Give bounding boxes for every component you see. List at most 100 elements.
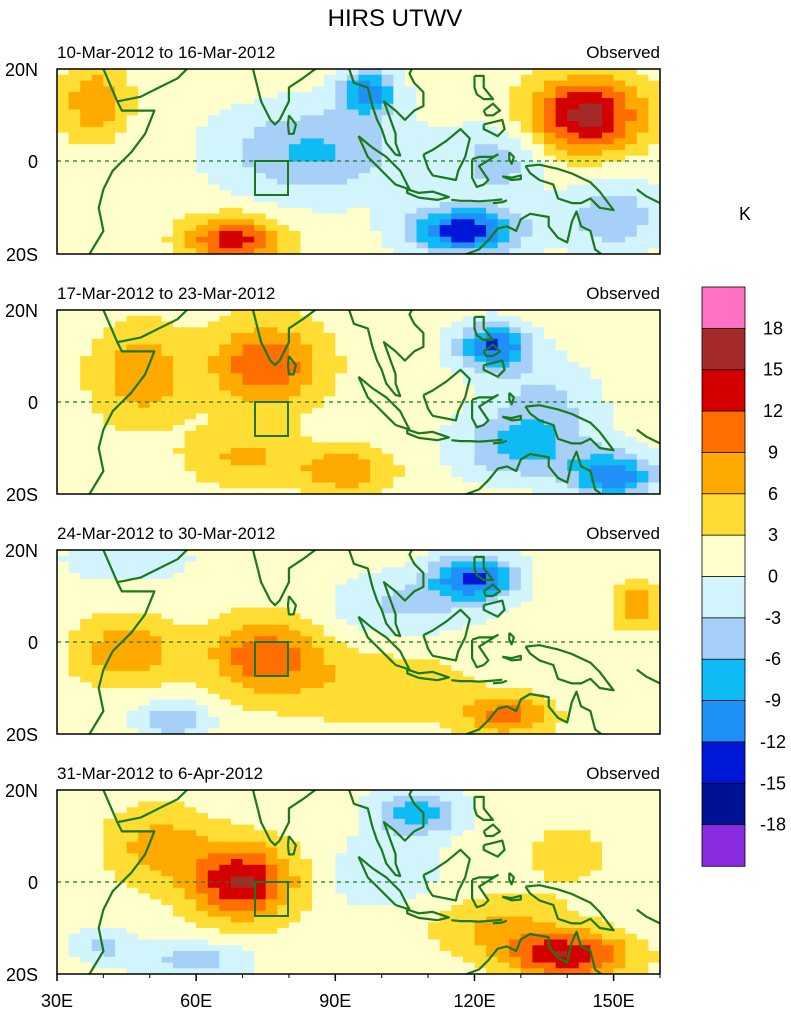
field-cell (196, 184, 209, 191)
field-cell (486, 132, 499, 139)
field-cell (613, 442, 626, 449)
field-cell (242, 103, 255, 111)
field-cell (300, 448, 313, 455)
field-cell (660, 665, 672, 671)
field-cell (68, 155, 81, 163)
field-cell (567, 126, 580, 134)
field-cell (335, 590, 348, 597)
field-cell (474, 86, 487, 93)
field-cell (149, 213, 162, 220)
field-cell (462, 155, 476, 163)
field-cell (509, 590, 522, 597)
field-cell (265, 138, 278, 145)
field-cell (149, 636, 162, 643)
field-cell (242, 230, 255, 238)
field-cell (196, 459, 209, 466)
field-cell (335, 202, 348, 209)
field-cell (149, 74, 162, 82)
field-cell (358, 607, 371, 614)
field-cell (625, 333, 638, 340)
field-cell (451, 578, 464, 586)
field-cell (161, 207, 174, 215)
field-cell (91, 132, 104, 139)
field-cell (474, 699, 487, 706)
field-cell (578, 601, 591, 609)
field-cell (242, 567, 255, 574)
field-cell (567, 248, 580, 254)
field-cell (300, 384, 313, 392)
field-cell (497, 419, 510, 426)
field-cell (335, 688, 348, 695)
field-cell (254, 167, 267, 174)
field-cell (91, 670, 104, 678)
field-cell (126, 379, 139, 386)
field-cell (474, 448, 487, 455)
field-cell (277, 653, 290, 660)
field-cell (300, 315, 313, 323)
field-cell (91, 109, 104, 116)
field-cell (265, 144, 278, 151)
field-cell (660, 659, 672, 665)
field-cell (138, 448, 151, 455)
field-cell (404, 465, 418, 472)
field-cell (80, 202, 93, 209)
field-cell (80, 476, 93, 484)
field-cell (161, 619, 174, 626)
field-cell (416, 161, 429, 168)
field-cell (219, 430, 232, 438)
field-cell (242, 80, 255, 87)
field-cell (312, 373, 325, 380)
field-cell (578, 630, 591, 637)
field-cell (254, 248, 267, 254)
field-cell (323, 665, 336, 672)
field-cell (300, 578, 313, 586)
field-cell (219, 167, 232, 174)
field-cell (68, 459, 81, 466)
field-cell (428, 315, 441, 323)
field-cell (532, 471, 545, 478)
field-cell (404, 356, 418, 363)
field-cell (103, 607, 116, 614)
field-cell (80, 242, 93, 249)
field-cell (509, 190, 522, 197)
field-cell (277, 665, 290, 672)
field-cell (312, 488, 325, 494)
field-cell (103, 97, 116, 105)
field-cell (265, 613, 278, 620)
field-cell (486, 373, 499, 380)
field-cell (613, 315, 626, 323)
field-cell (497, 344, 510, 351)
field-cell (509, 630, 522, 637)
field-cell (520, 419, 533, 426)
field-cell (230, 482, 244, 489)
field-cell (555, 213, 568, 220)
field-cell (149, 488, 162, 494)
field-cell (68, 361, 81, 369)
field-cell (57, 138, 70, 145)
field-cell (219, 184, 232, 191)
field-cell (497, 132, 510, 139)
field-cell (358, 613, 371, 620)
field-cell (173, 167, 186, 174)
field-cell (520, 92, 533, 99)
field-cell (254, 596, 267, 603)
field-cell (474, 327, 487, 334)
field-cell (335, 74, 348, 82)
field-cell (636, 476, 649, 484)
field-cell (196, 333, 209, 340)
field-cell (126, 624, 139, 632)
field-cell (80, 613, 93, 620)
field-cell (590, 653, 603, 660)
field-cell (57, 356, 70, 363)
field-cell (486, 138, 499, 145)
field-cell (474, 207, 487, 215)
field-cell (300, 321, 313, 328)
field-cell (428, 86, 441, 93)
field-cell (57, 624, 70, 632)
field-cell (544, 92, 557, 99)
field-cell (103, 482, 116, 489)
field-cell (161, 138, 174, 145)
field-cell (312, 178, 325, 186)
field-cell (126, 653, 139, 660)
